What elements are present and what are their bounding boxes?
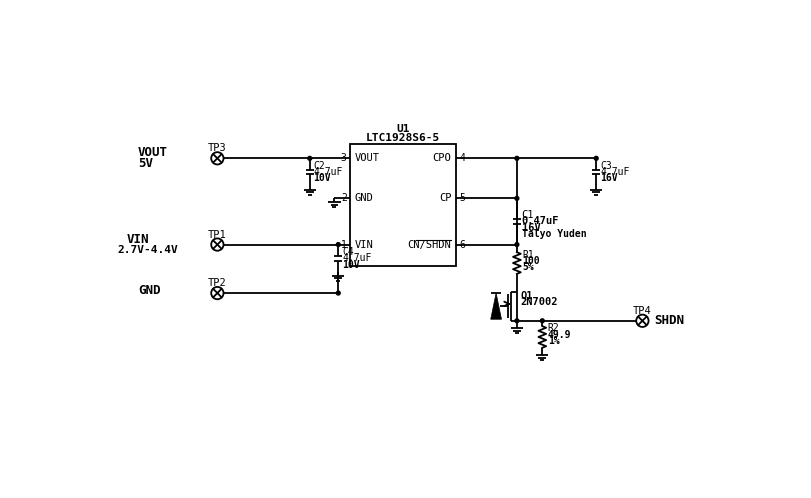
Text: 10V: 10V bbox=[342, 259, 360, 269]
Text: C3: C3 bbox=[600, 161, 611, 171]
Circle shape bbox=[515, 243, 519, 247]
Text: C2: C2 bbox=[314, 161, 325, 171]
Circle shape bbox=[515, 156, 519, 160]
Text: 49.9: 49.9 bbox=[547, 330, 571, 340]
Circle shape bbox=[515, 319, 519, 323]
Text: 0.47uF: 0.47uF bbox=[521, 217, 559, 227]
Text: 2N7002: 2N7002 bbox=[521, 297, 558, 307]
Circle shape bbox=[308, 156, 311, 160]
Text: C1: C1 bbox=[521, 210, 534, 220]
Text: 4.7uF: 4.7uF bbox=[342, 253, 371, 263]
Text: 16V: 16V bbox=[600, 173, 618, 183]
Text: CN/SHDN: CN/SHDN bbox=[408, 240, 452, 249]
Text: SHDN: SHDN bbox=[654, 314, 684, 327]
Text: U1: U1 bbox=[397, 124, 410, 134]
Text: 100: 100 bbox=[522, 256, 540, 266]
Text: TP2: TP2 bbox=[208, 278, 227, 288]
Text: TP4: TP4 bbox=[633, 306, 652, 316]
Circle shape bbox=[337, 291, 340, 295]
Text: 3: 3 bbox=[341, 153, 347, 163]
Text: 5%: 5% bbox=[522, 262, 534, 272]
Circle shape bbox=[337, 243, 340, 247]
Text: R1: R1 bbox=[522, 249, 534, 259]
Circle shape bbox=[594, 156, 599, 160]
Text: 6: 6 bbox=[459, 240, 465, 249]
Text: VIN: VIN bbox=[127, 233, 149, 246]
Text: VOUT: VOUT bbox=[354, 153, 380, 163]
Text: Q1: Q1 bbox=[521, 290, 534, 300]
Bar bbox=[350, 144, 456, 266]
Text: GND: GND bbox=[354, 193, 373, 203]
Text: TP3: TP3 bbox=[208, 143, 227, 153]
Text: GND: GND bbox=[138, 284, 161, 297]
Text: 1: 1 bbox=[341, 240, 347, 249]
Text: Talyo Yuden: Talyo Yuden bbox=[521, 229, 586, 239]
Text: 16V: 16V bbox=[521, 223, 540, 233]
Text: CP: CP bbox=[439, 193, 452, 203]
Text: 4: 4 bbox=[459, 153, 465, 163]
Text: C4: C4 bbox=[342, 248, 354, 257]
Text: VOUT: VOUT bbox=[138, 146, 168, 159]
Text: 5: 5 bbox=[459, 193, 465, 203]
Text: 2.7V-4.4V: 2.7V-4.4V bbox=[118, 245, 178, 255]
Text: 10V: 10V bbox=[314, 173, 331, 183]
Text: 5V: 5V bbox=[138, 157, 153, 170]
Circle shape bbox=[515, 196, 519, 200]
Text: VIN: VIN bbox=[354, 240, 373, 249]
Text: R2: R2 bbox=[547, 324, 560, 334]
Text: 2: 2 bbox=[341, 193, 347, 203]
Text: 1%: 1% bbox=[547, 336, 560, 346]
Polygon shape bbox=[491, 293, 501, 319]
Text: 4.7uF: 4.7uF bbox=[314, 167, 343, 177]
Text: LTC1928S6-5: LTC1928S6-5 bbox=[366, 133, 440, 143]
Text: CPO: CPO bbox=[433, 153, 452, 163]
Circle shape bbox=[540, 319, 544, 323]
Text: 4.7uF: 4.7uF bbox=[600, 167, 629, 177]
Text: TP1: TP1 bbox=[208, 230, 227, 240]
